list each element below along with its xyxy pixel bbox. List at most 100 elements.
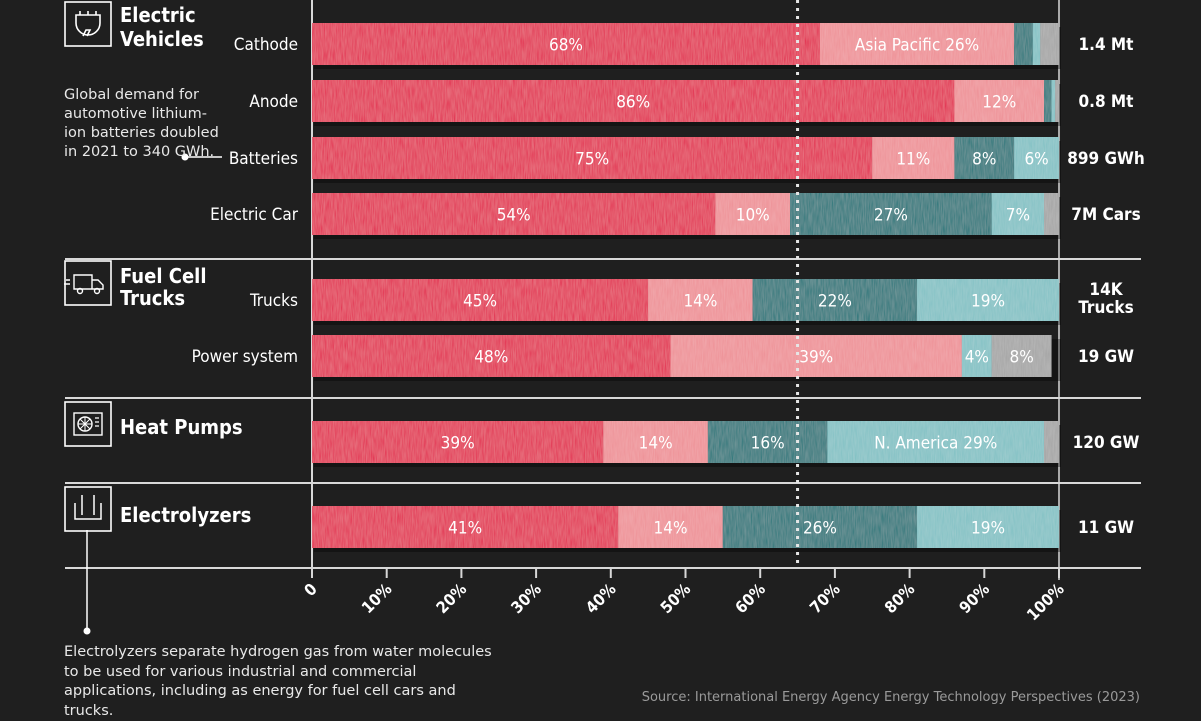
- bar-segment: [722, 506, 918, 548]
- truck-shape: [64, 274, 104, 290]
- data-label: 14%: [683, 292, 717, 312]
- bar-segment: [312, 421, 604, 463]
- electrolyzer-icon: [74, 495, 102, 520]
- data-label: 68%: [549, 36, 583, 56]
- section-title: Electric: [120, 3, 196, 27]
- bar-segment: [872, 137, 955, 179]
- category-label: Anode: [249, 92, 298, 112]
- bar-segment: [715, 193, 791, 235]
- x-tick-label: 90%: [955, 579, 993, 617]
- bar-segment: [1055, 80, 1059, 122]
- tank-shape: [74, 495, 102, 520]
- bar-segment: [312, 193, 716, 235]
- section-title: Vehicles: [120, 27, 204, 51]
- x-tick-label: 80%: [881, 579, 919, 617]
- section-header-4: Electrolyzers: [64, 486, 251, 532]
- icon-frame: [64, 260, 112, 306]
- bar-row-3: 75% 11% 8% 6%: [312, 137, 1061, 183]
- data-label: 54%: [497, 206, 531, 226]
- bar-segment: [312, 137, 873, 179]
- data-label: 75%: [575, 150, 609, 170]
- section-title: Heat Pumps: [120, 415, 243, 439]
- bar-row-2: 86% 12%: [312, 80, 1061, 126]
- data-label: 19%: [971, 519, 1005, 539]
- icon-frame: [64, 401, 112, 447]
- data-label: 48%: [474, 348, 508, 368]
- data-label: 11%: [896, 150, 930, 170]
- bar-segment: [954, 80, 1045, 122]
- hydrogen-truck-icon: [64, 274, 104, 295]
- wheel-shape: [76, 287, 84, 295]
- data-label: Asia Pacific 26%: [855, 36, 979, 56]
- section-title: Electrolyzers: [120, 503, 251, 527]
- plug-shape: [75, 11, 101, 37]
- bar-segment: [1044, 80, 1052, 122]
- bar-segment: [1051, 80, 1056, 122]
- data-label: N. America 29%: [874, 434, 997, 454]
- data-label: 8%: [1010, 348, 1034, 368]
- total-label: 120 GW: [1073, 433, 1140, 453]
- icon-frame: [64, 486, 112, 532]
- data-label: 45%: [463, 292, 497, 312]
- total-label: 1.4 Mt: [1079, 35, 1134, 55]
- bar-segment: [991, 193, 1045, 235]
- bar-row-4: 54% 10% 27% 7%: [312, 193, 1061, 239]
- wheel-shape: [93, 287, 101, 295]
- bar-segment: [1040, 23, 1059, 65]
- bar-segment: [707, 421, 828, 463]
- x-tick-label: 20%: [432, 579, 470, 617]
- bar-row-6: 48% 39% 4% 8%: [312, 335, 1061, 381]
- bar-segment: [1014, 137, 1059, 179]
- data-label: 4%: [965, 348, 989, 368]
- bar-segment: [1014, 23, 1033, 65]
- bar-segment: [312, 279, 649, 321]
- total-label: 11 GW: [1078, 518, 1134, 538]
- bar-segment: [648, 279, 753, 321]
- x-tick-label: 10%: [358, 579, 396, 617]
- footnote-dot: [83, 627, 91, 635]
- bar-segment: [312, 80, 955, 122]
- x-tick-label: 50%: [657, 579, 695, 617]
- bar-segment: [917, 279, 1059, 321]
- bar-segment: [312, 335, 671, 377]
- x-tick-label: 60%: [731, 579, 769, 617]
- bar-segment: [827, 421, 1045, 463]
- category-label: Batteries: [229, 149, 298, 169]
- bar-segment: [603, 421, 708, 463]
- section-title: Fuel Cell: [120, 264, 206, 288]
- data-label: 10%: [736, 206, 770, 226]
- total-label: 7M Cars: [1071, 205, 1140, 225]
- data-label: 39%: [441, 434, 475, 454]
- heat-pump-icon: [73, 412, 103, 436]
- data-label: 8%: [972, 150, 996, 170]
- bar-segment: [1032, 23, 1041, 65]
- bar-segment: [1044, 421, 1059, 463]
- bar-segment: [819, 23, 1015, 65]
- x-tick-label: 40%: [582, 579, 620, 617]
- pump-case: [73, 412, 103, 436]
- data-label: 27%: [874, 206, 908, 226]
- data-label: 86%: [616, 93, 650, 113]
- total-label: 14K: [1089, 280, 1123, 300]
- category-label: Power system: [192, 347, 298, 367]
- icon-frame: [64, 1, 112, 47]
- bar-row-7: 39% 14% 16% N. America 29%: [312, 421, 1061, 467]
- total-label: 0.8 Mt: [1079, 92, 1134, 112]
- x-tick-label: 30%: [507, 579, 545, 617]
- x-tick-label: 100%: [1023, 579, 1068, 624]
- data-label: 39%: [799, 348, 833, 368]
- category-label: Cathode: [234, 35, 298, 55]
- data-label: 19%: [971, 292, 1005, 312]
- ev-charger-icon: [75, 11, 101, 37]
- data-label: 14%: [654, 519, 688, 539]
- fan-blades: [78, 417, 92, 431]
- bar-segment: [312, 23, 820, 65]
- x-tick-label: 70%: [806, 579, 844, 617]
- data-label: 6%: [1024, 150, 1048, 170]
- data-label: 41%: [448, 519, 482, 539]
- bar-segment: [752, 279, 918, 321]
- data-label: 12%: [982, 93, 1016, 113]
- section-header-3: Heat Pumps: [64, 401, 243, 447]
- total-label: 899 GWh: [1067, 149, 1145, 169]
